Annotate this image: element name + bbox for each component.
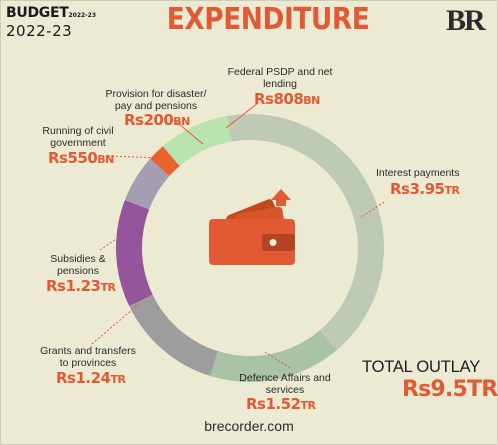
leader-lines [91, 102, 385, 369]
label-grants-line1: Grants and transfers [40, 345, 136, 357]
value-disaster-unit: BN [173, 115, 190, 128]
leader-line-defence [264, 351, 291, 369]
donut-slice-2 [129, 294, 218, 376]
total-outlay-label: TOTAL OUTLAY [362, 358, 481, 376]
budget-word: BUDGET [6, 5, 69, 21]
label-disaster-line2: pay and pensions [114, 100, 198, 112]
label-civil-line1: Running of civil [42, 125, 114, 137]
value-civil-main: Rs550 [48, 149, 98, 167]
label-civil: Running of civil government [30, 125, 126, 149]
label-subsidies: Subsidies & pensions [38, 253, 118, 277]
label-grants-line2: to provinces [59, 357, 117, 369]
value-civil-unit: BN [97, 153, 114, 166]
label-grants: Grants and transfers to provinces [26, 345, 150, 369]
footer-site: brecorder.com [204, 418, 294, 434]
value-grants-unit: TR [110, 373, 126, 386]
label-defence-line1: Defence Affairs and [239, 372, 331, 384]
value-psdp-unit: BN [303, 94, 320, 107]
value-subsidies-unit: TR [100, 281, 116, 294]
value-disaster: Rs200BN [124, 111, 190, 129]
label-psdp-line1: Federal PSDP and net [227, 66, 333, 78]
label-defence: Defence Affairs and services [222, 372, 348, 396]
donut-slice-4 [124, 158, 170, 210]
leader-line-interest [359, 201, 385, 219]
label-disaster: Provision for disaster/ pay and pensions [94, 88, 218, 112]
total-outlay-value: Rs9.5TR [402, 377, 498, 402]
label-subsidies-line2: pensions [56, 265, 100, 277]
budget-year: 2022-23 [6, 22, 73, 40]
value-grants-main: Rs1.24 [56, 369, 111, 387]
label-disaster-line1: Provision for disaster/ [105, 88, 207, 100]
donut-slice-6 [162, 116, 232, 167]
value-defence-unit: TR [300, 399, 316, 412]
wallet-icon [209, 189, 295, 265]
leader-line-civil [107, 155, 163, 159]
value-interest-main: Rs3.95 [390, 180, 445, 198]
leader-line-subsidies [99, 234, 123, 251]
budget-logo: BUDGET2022-23 [6, 4, 96, 22]
value-disaster-main: Rs200 [124, 111, 174, 129]
budget-logo-year: 2022-23 [68, 12, 97, 19]
label-defence-line2: services [265, 384, 305, 396]
leader-line-disaster [173, 119, 204, 145]
donut-slice-3 [116, 200, 153, 307]
value-civil: Rs550BN [48, 149, 114, 167]
label-civil-line2: government [50, 137, 106, 149]
value-grants: Rs1.24TR [56, 369, 126, 387]
donut-slice-0 [226, 113, 385, 351]
value-interest: Rs3.95TR [390, 180, 460, 198]
donut-slice-1 [210, 330, 337, 382]
value-defence-main: Rs1.52 [246, 395, 301, 413]
label-psdp-line2: lending [263, 78, 297, 90]
label-interest-line1: Interest payments [376, 167, 460, 179]
value-psdp-main: Rs808 [254, 90, 304, 108]
leader-line-psdp [225, 102, 259, 129]
br-logo: BR [446, 4, 486, 37]
value-subsidies-main: Rs1.23 [46, 277, 101, 295]
value-psdp: Rs808BN [254, 90, 320, 108]
value-interest-unit: TR [444, 184, 460, 197]
value-subsidies: Rs1.23TR [46, 277, 116, 295]
donut-slices [116, 113, 385, 382]
label-subsidies-line1: Subsidies & [50, 253, 106, 265]
donut-slice-5 [150, 146, 180, 177]
leader-line-grants [91, 302, 141, 345]
label-interest: Interest payments [376, 167, 459, 179]
value-defence: Rs1.52TR [246, 395, 316, 413]
label-psdp: Federal PSDP and net lending [220, 66, 340, 90]
